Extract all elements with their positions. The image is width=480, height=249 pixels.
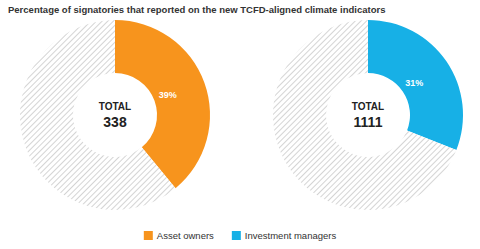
legend-swatch bbox=[144, 231, 153, 240]
slice bbox=[368, 20, 463, 150]
donut: 31% TOTAL 1111 bbox=[273, 20, 463, 210]
legend-swatch bbox=[232, 231, 241, 240]
data-label: 39% bbox=[159, 90, 177, 100]
title: Percentage of signatories that reported … bbox=[8, 4, 385, 15]
legend: Asset owners Investment managers bbox=[144, 230, 337, 241]
total: 1111 bbox=[354, 114, 383, 130]
total: 338 bbox=[103, 114, 127, 130]
legend-label: Investment managers bbox=[245, 230, 337, 241]
slice bbox=[20, 20, 176, 210]
legend-item: Asset owners bbox=[144, 230, 214, 241]
legend-label: Asset owners bbox=[157, 230, 214, 241]
center-label: TOTAL bbox=[99, 101, 131, 112]
legend-item: Investment managers bbox=[232, 230, 337, 241]
donut: 39% TOTAL 338 bbox=[20, 20, 210, 210]
slice bbox=[273, 20, 456, 210]
center-label: TOTAL bbox=[352, 101, 384, 112]
chart: Percentage of signatories that reported … bbox=[0, 0, 480, 249]
data-label: 31% bbox=[405, 78, 423, 88]
